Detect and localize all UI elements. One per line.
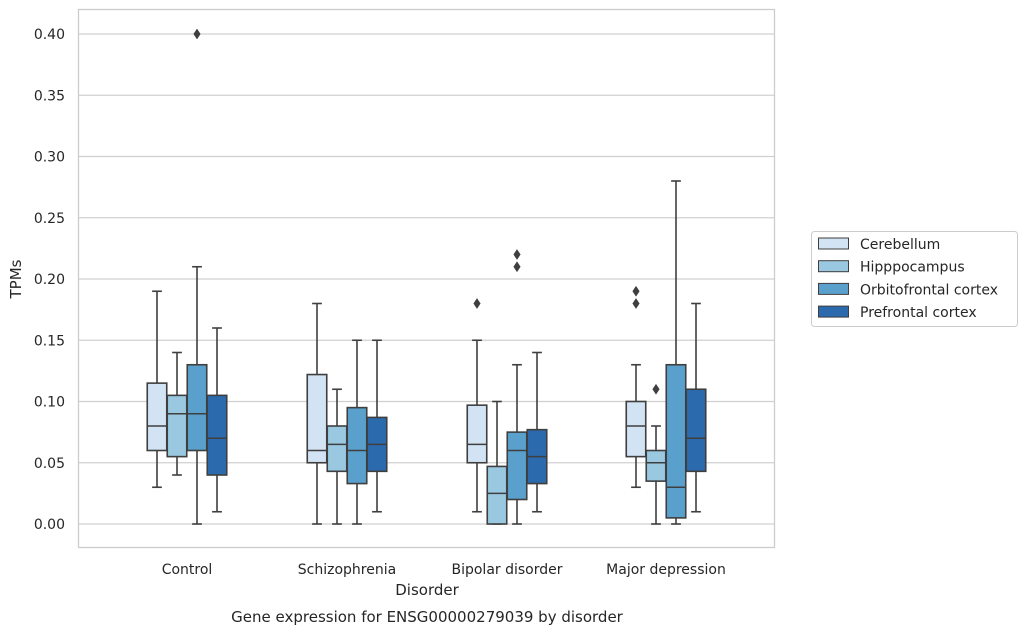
legend-swatch (818, 237, 849, 250)
outlier-point (193, 28, 201, 40)
legend: Cerebellum Hipppocampus Orbitofrontal cort… (811, 231, 1018, 327)
outlier-point (652, 383, 660, 395)
box-iqr (186, 363, 208, 452)
box-iqr (346, 406, 368, 485)
outlier-point (513, 249, 521, 260)
box-iqr (685, 388, 707, 473)
legend-frame (811, 231, 1018, 327)
legend-label: Prefrontal cortex (860, 305, 977, 321)
x-axis-label: Disorder (395, 581, 459, 599)
x-tick-label: Bipolar disorder (451, 562, 562, 578)
box-iqr (166, 394, 188, 458)
box-orbitofrontal-cortex (665, 180, 687, 525)
legend-swatch (818, 260, 849, 273)
box-iqr (146, 382, 168, 452)
box-orbitofrontal-cortex (346, 339, 368, 525)
box-iqr (466, 404, 488, 464)
plot-frame (77, 8, 776, 549)
x-tick-label: Major depression (606, 562, 726, 578)
y-tick-label: 0.15 (34, 333, 65, 349)
legend-label: Orbitofrontal cortex (860, 282, 998, 298)
box-cerebellum (146, 290, 168, 489)
box-iqr (206, 394, 228, 476)
box-hipppocampus (486, 400, 508, 525)
y-tick-label: 0.25 (34, 211, 65, 227)
outlier-point (632, 298, 640, 309)
box-orbitofrontal-cortex (186, 28, 208, 525)
chart-caption: Gene expression for ENSG00000279039 by d… (231, 608, 624, 626)
outlier-point (632, 285, 640, 297)
legend-swatch (818, 282, 849, 295)
y-tick-label: 0.35 (34, 88, 65, 104)
x-tick-label: Schizophrenia (298, 562, 396, 578)
box-group (146, 28, 707, 525)
box-hipppocampus (166, 351, 188, 476)
box-cerebellum (625, 285, 647, 489)
outlier-point (513, 261, 521, 273)
box-cerebellum (466, 298, 488, 513)
y-tick-label: 0.20 (34, 272, 65, 288)
outlier-point (473, 298, 481, 309)
box-prefrontal-cortex (685, 302, 707, 513)
legend-label: Hipppocampus (860, 260, 965, 276)
box-orbitofrontal-cortex (506, 249, 528, 525)
y-axis-label: TPMs (7, 259, 25, 299)
box-hipppocampus (645, 383, 667, 525)
legend-label: Cerebellum (860, 237, 940, 253)
box-iqr (326, 425, 348, 473)
y-tick-label: 0.00 (34, 517, 65, 533)
y-tick-label: 0.05 (34, 456, 65, 472)
box-iqr (665, 363, 687, 519)
box-iqr (506, 431, 528, 501)
box-iqr (486, 465, 508, 525)
y-tick-label: 0.40 (34, 27, 65, 43)
box-prefrontal-cortex (206, 327, 228, 513)
y-tick-label: 0.10 (34, 395, 65, 411)
legend-swatch (818, 305, 849, 318)
y-tick-label: 0.30 (34, 150, 65, 166)
box-iqr (625, 400, 647, 458)
box-hipppocampus (326, 388, 348, 525)
box-prefrontal-cortex (526, 351, 548, 513)
box-prefrontal-cortex (366, 339, 388, 513)
box-iqr (645, 449, 667, 482)
x-ticks: Control Schizophrenia Bipolar disorder Majo… (162, 562, 726, 578)
y-ticks: 0.00 0.05 0.10 0.15 0.20 0.25 0.30 0.35 0.40 (34, 27, 65, 533)
box-cerebellum (306, 302, 328, 525)
x-tick-label: Control (162, 562, 213, 578)
box-iqr (306, 373, 328, 464)
